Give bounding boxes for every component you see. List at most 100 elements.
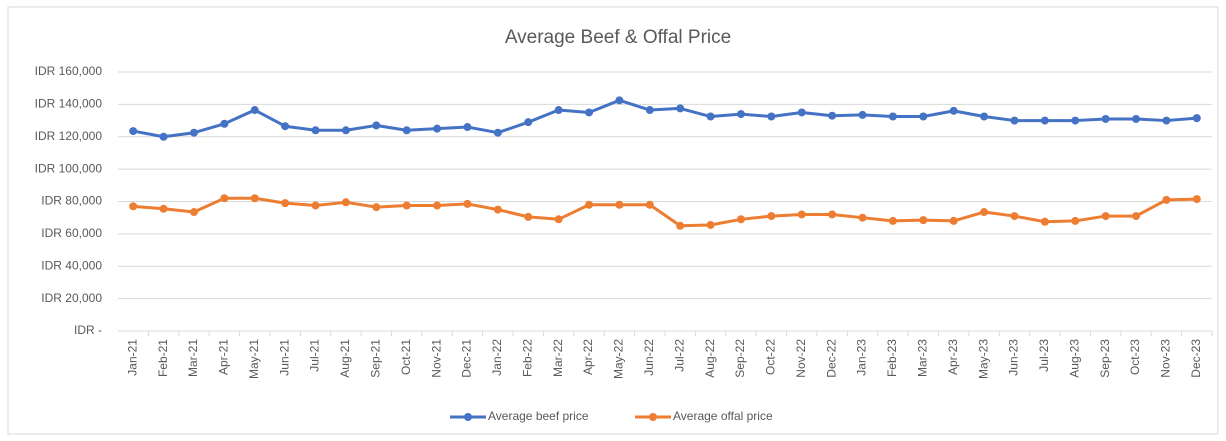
x-tick-label: Nov-22 bbox=[794, 339, 808, 378]
point bbox=[706, 220, 715, 229]
point bbox=[311, 201, 320, 210]
point bbox=[372, 203, 381, 212]
x-tick-label: Jan-22 bbox=[490, 339, 504, 376]
x-tick-label: Apr-22 bbox=[581, 339, 595, 375]
series-line bbox=[132, 98, 1197, 139]
y-tick-label: IDR 20,000 bbox=[41, 291, 102, 305]
point bbox=[493, 205, 502, 214]
point bbox=[767, 112, 776, 121]
point bbox=[1101, 114, 1110, 123]
x-tick-label: Feb-22 bbox=[520, 339, 534, 377]
point bbox=[919, 216, 928, 225]
point bbox=[828, 111, 837, 120]
x-tick-label: Nov-23 bbox=[1159, 339, 1173, 378]
point bbox=[281, 122, 290, 131]
x-tick-label: Jun-23 bbox=[1007, 339, 1021, 376]
point bbox=[888, 216, 897, 225]
point bbox=[615, 200, 624, 209]
point bbox=[980, 112, 989, 121]
point bbox=[402, 126, 411, 135]
point bbox=[676, 104, 685, 113]
point bbox=[767, 212, 776, 221]
x-tick-label: May-21 bbox=[247, 339, 261, 379]
point bbox=[159, 132, 168, 141]
point bbox=[949, 106, 958, 115]
point bbox=[1040, 116, 1049, 125]
chart-frame bbox=[7, 6, 1219, 435]
point bbox=[189, 128, 198, 137]
point bbox=[1071, 116, 1080, 125]
x-tick-label: Sep-23 bbox=[1098, 339, 1112, 378]
legend-label: Average offal price bbox=[673, 409, 773, 423]
point bbox=[1071, 216, 1080, 225]
x-tick-label: May-22 bbox=[612, 339, 626, 379]
point bbox=[736, 215, 745, 224]
x-tick-label: Mar-21 bbox=[186, 339, 200, 377]
x-tick-label: Feb-23 bbox=[885, 339, 899, 377]
point bbox=[281, 199, 290, 208]
x-tick-label: Jun-21 bbox=[277, 339, 291, 376]
point bbox=[311, 126, 320, 135]
point bbox=[250, 106, 259, 115]
point bbox=[858, 213, 867, 222]
point bbox=[1010, 212, 1019, 221]
point bbox=[402, 201, 411, 210]
point bbox=[949, 216, 958, 225]
x-tick-label: Dec-22 bbox=[824, 339, 838, 378]
point bbox=[189, 208, 198, 217]
point bbox=[1162, 116, 1171, 125]
point bbox=[706, 112, 715, 121]
x-tick-label: Aug-21 bbox=[338, 339, 352, 378]
point bbox=[676, 221, 685, 230]
legend-label: Average beef price bbox=[488, 409, 589, 423]
x-tick-label: Apr-21 bbox=[217, 339, 231, 375]
x-tick-label: Jul-23 bbox=[1037, 339, 1051, 372]
point bbox=[585, 200, 594, 209]
x-tick-label: Jun-22 bbox=[642, 339, 656, 376]
x-tick-label: Jul-21 bbox=[308, 339, 322, 372]
x-tick-label: May-23 bbox=[976, 339, 990, 379]
x-tick-label: Oct-23 bbox=[1128, 339, 1142, 375]
point bbox=[554, 215, 563, 224]
x-tick-label: Oct-21 bbox=[399, 339, 413, 375]
x-tick-label: Aug-22 bbox=[703, 339, 717, 378]
y-tick-label: IDR 120,000 bbox=[35, 129, 103, 143]
point bbox=[1040, 217, 1049, 226]
point bbox=[645, 200, 654, 209]
point bbox=[1132, 212, 1141, 221]
y-tick-label: IDR 100,000 bbox=[35, 161, 103, 175]
point bbox=[220, 194, 229, 203]
x-tick-label: Mar-22 bbox=[551, 339, 565, 377]
x-tick-label: Apr-23 bbox=[946, 339, 960, 375]
point bbox=[1192, 195, 1201, 204]
point bbox=[585, 108, 594, 117]
point bbox=[1162, 195, 1171, 204]
point bbox=[463, 199, 472, 208]
y-tick-label: IDR 40,000 bbox=[41, 258, 102, 272]
point bbox=[615, 96, 624, 105]
point bbox=[433, 201, 442, 210]
x-tick-label: Sep-22 bbox=[733, 339, 747, 378]
x-tick-label: Dec-21 bbox=[460, 339, 474, 378]
y-tick-label: IDR 60,000 bbox=[41, 226, 102, 240]
point bbox=[1132, 114, 1141, 123]
point bbox=[797, 108, 806, 117]
x-tick-label: Jan-23 bbox=[855, 339, 869, 376]
point bbox=[980, 208, 989, 217]
point bbox=[1192, 114, 1201, 123]
point bbox=[433, 124, 442, 133]
chart-title: Average Beef & Offal Price bbox=[505, 27, 731, 48]
point bbox=[797, 210, 806, 219]
point bbox=[919, 112, 928, 121]
point bbox=[129, 202, 138, 211]
y-tick-label: IDR 80,000 bbox=[41, 194, 102, 208]
y-tick-label: IDR - bbox=[74, 323, 102, 337]
x-tick-label: Mar-23 bbox=[915, 339, 929, 377]
point bbox=[220, 119, 229, 128]
point bbox=[524, 118, 533, 127]
point bbox=[372, 121, 381, 130]
point bbox=[341, 198, 350, 207]
point bbox=[159, 204, 168, 213]
point bbox=[858, 110, 867, 119]
